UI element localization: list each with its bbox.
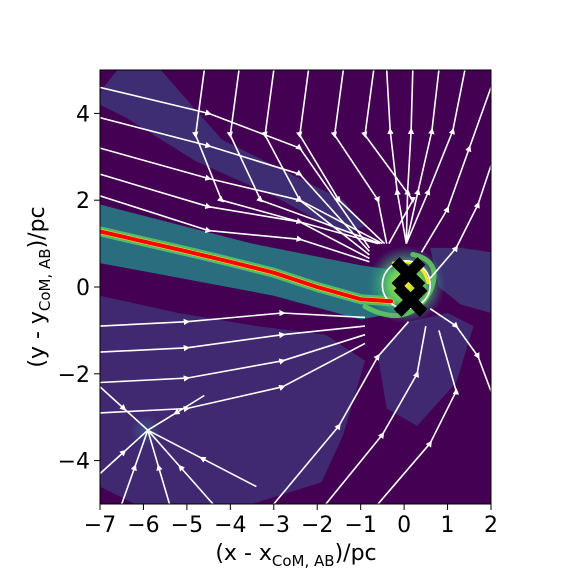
x-axis-label-subscript: CoM, AB [272, 552, 335, 570]
streamline [147, 429, 171, 504]
streamline [325, 325, 427, 504]
y-axis-label-subscript: CoM, AB [36, 248, 54, 311]
y-tick-label: −2 [58, 363, 90, 388]
x-tick-label: −2 [301, 513, 333, 538]
streamline [100, 309, 366, 327]
streamline [147, 429, 257, 488]
streamline [226, 70, 381, 245]
sink-marker-stroke [393, 283, 428, 317]
streamline [192, 70, 379, 245]
x-axis-label-prefix: (x - x [215, 541, 272, 566]
y-tick-label: 4 [76, 102, 90, 127]
plot-area [99, 69, 492, 505]
streamline [273, 321, 410, 504]
streamline [385, 70, 408, 244]
southwest-clump [130, 415, 161, 446]
sink-trail-line [100, 229, 394, 304]
x-tick-label: −1 [344, 513, 376, 538]
streamline [120, 429, 149, 504]
streamline [429, 165, 491, 279]
x-tick-label: 2 [484, 513, 498, 538]
y-axis-ticks: −4 −2 0 2 4 [58, 102, 100, 475]
streamline [100, 195, 370, 263]
sink-markers [391, 257, 428, 317]
streamline [100, 333, 366, 384]
streamline [429, 308, 491, 392]
y-tick-label: −4 [58, 450, 90, 475]
streamline [330, 70, 388, 244]
streamline [100, 386, 149, 431]
x-tick-label: −6 [127, 513, 159, 538]
x-tick-label: 1 [441, 513, 455, 538]
streamline [420, 87, 491, 253]
x-tick-label: −5 [171, 513, 203, 538]
y-axis-label-prefix: (y - y [25, 311, 50, 368]
x-tick-label: 0 [397, 513, 411, 538]
x-tick-label: −7 [84, 513, 116, 538]
streamline [100, 429, 149, 475]
east-extension [430, 247, 491, 313]
y-axis-label-suffix: )/pc [25, 206, 50, 248]
streamline [404, 70, 415, 244]
streamline [100, 342, 366, 414]
sink-marker-stroke [391, 257, 426, 291]
streamline [147, 429, 214, 504]
streamline [261, 70, 383, 245]
velocity-streamlines [100, 70, 491, 504]
y-tick-label: 0 [76, 276, 90, 301]
streamline [296, 70, 386, 245]
x-axis-ticks: −7 −6 −5 −4 −3 −2 −1 0 1 2 [84, 504, 498, 538]
x-axis-label-suffix: )/pc [335, 541, 377, 566]
x-tick-label: −4 [214, 513, 246, 538]
sink-particle-trail [100, 229, 394, 304]
x-tick-label: −3 [258, 513, 290, 538]
y-tick-label: 2 [76, 189, 90, 214]
streamline [405, 70, 466, 244]
streamline [147, 394, 205, 431]
streamline [100, 325, 366, 353]
y-axis-label: (y - yCoM, AB)/pc [25, 206, 54, 367]
streamline [377, 330, 460, 504]
streamline [100, 173, 370, 260]
x-axis-label: (x - xCoM, AB)/pc [215, 541, 376, 570]
